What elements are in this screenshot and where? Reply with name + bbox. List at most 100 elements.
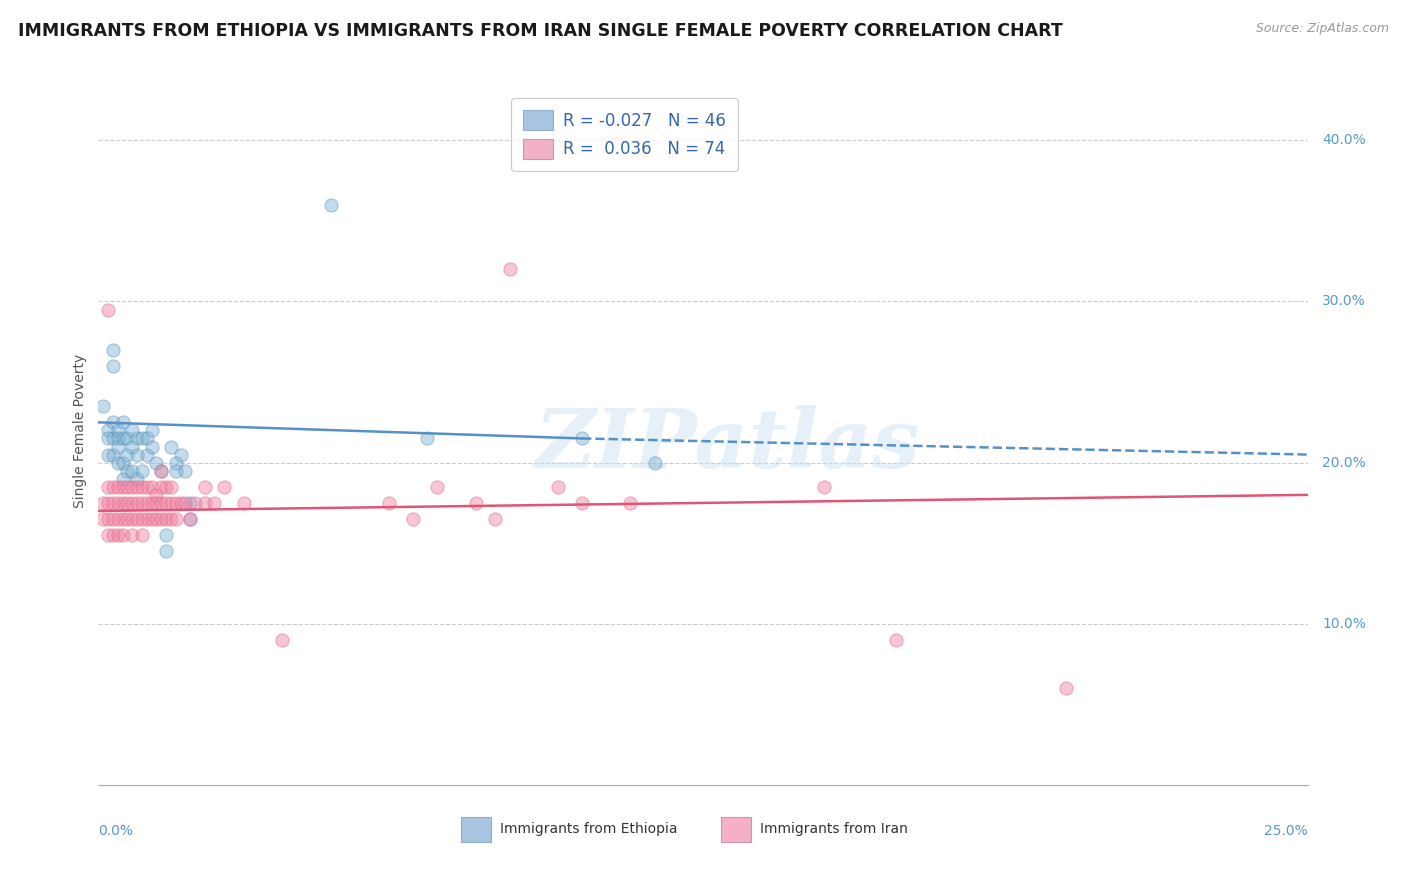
Point bbox=[121, 512, 143, 526]
Point bbox=[101, 512, 124, 526]
Point bbox=[498, 262, 520, 277]
Point bbox=[135, 496, 157, 510]
Point bbox=[135, 512, 157, 526]
Point bbox=[111, 432, 134, 446]
Point bbox=[91, 399, 114, 413]
Point bbox=[121, 528, 143, 542]
Point bbox=[194, 496, 217, 510]
Point bbox=[97, 480, 120, 494]
Point bbox=[135, 432, 157, 446]
Point bbox=[174, 464, 197, 478]
Point bbox=[131, 464, 153, 478]
Point bbox=[160, 440, 183, 454]
Point bbox=[160, 480, 183, 494]
Point bbox=[150, 480, 173, 494]
Point bbox=[165, 464, 187, 478]
Point bbox=[160, 496, 183, 510]
Point bbox=[886, 632, 908, 647]
Point bbox=[155, 528, 177, 542]
Point bbox=[150, 496, 173, 510]
Point bbox=[155, 544, 177, 558]
Point bbox=[155, 496, 177, 510]
Point bbox=[107, 456, 129, 470]
Point bbox=[91, 512, 114, 526]
Text: ZIPatlas: ZIPatlas bbox=[534, 405, 920, 484]
Text: 10.0%: 10.0% bbox=[1322, 616, 1367, 631]
Point bbox=[160, 512, 183, 526]
Point bbox=[377, 496, 399, 510]
Point bbox=[97, 448, 120, 462]
Legend: R = -0.027   N = 46, R =  0.036   N = 74: R = -0.027 N = 46, R = 0.036 N = 74 bbox=[512, 98, 738, 170]
Point bbox=[165, 512, 187, 526]
Point bbox=[169, 448, 191, 462]
Point bbox=[141, 424, 163, 438]
Point bbox=[232, 496, 254, 510]
Point bbox=[107, 440, 129, 454]
Point bbox=[107, 496, 129, 510]
Point bbox=[179, 496, 201, 510]
Point bbox=[150, 464, 173, 478]
Point bbox=[155, 480, 177, 494]
Point bbox=[117, 480, 139, 494]
Text: 20.0%: 20.0% bbox=[1322, 456, 1365, 469]
Point bbox=[484, 512, 506, 526]
Text: 25.0%: 25.0% bbox=[1264, 824, 1308, 838]
Point bbox=[165, 456, 187, 470]
Point bbox=[101, 415, 124, 429]
Point bbox=[571, 496, 593, 510]
Point bbox=[174, 496, 197, 510]
Point bbox=[131, 528, 153, 542]
Bar bbox=[721, 817, 751, 842]
Point bbox=[117, 512, 139, 526]
Point bbox=[150, 464, 173, 478]
Point bbox=[127, 472, 149, 486]
Point bbox=[107, 424, 129, 438]
Point bbox=[117, 432, 139, 446]
Text: Immigrants from Ethiopia: Immigrants from Ethiopia bbox=[501, 822, 678, 836]
Point bbox=[169, 496, 191, 510]
Point bbox=[131, 496, 153, 510]
Point bbox=[101, 480, 124, 494]
Point bbox=[155, 512, 177, 526]
Text: 0.0%: 0.0% bbox=[98, 824, 134, 838]
Point bbox=[464, 496, 486, 510]
Text: 30.0%: 30.0% bbox=[1322, 294, 1365, 309]
Point bbox=[97, 528, 120, 542]
Point bbox=[111, 456, 134, 470]
Point bbox=[271, 632, 294, 647]
Bar bbox=[461, 817, 492, 842]
Point bbox=[135, 448, 157, 462]
Point bbox=[117, 464, 139, 478]
Point bbox=[111, 480, 134, 494]
Point bbox=[101, 359, 124, 373]
Text: Source: ZipAtlas.com: Source: ZipAtlas.com bbox=[1256, 22, 1389, 36]
Point bbox=[416, 432, 439, 446]
Point bbox=[107, 512, 129, 526]
Point bbox=[97, 432, 120, 446]
Point bbox=[101, 432, 124, 446]
Point bbox=[121, 480, 143, 494]
Point bbox=[111, 415, 134, 429]
Point bbox=[179, 512, 201, 526]
Point bbox=[813, 480, 835, 494]
Point bbox=[101, 496, 124, 510]
Point bbox=[150, 512, 173, 526]
Point bbox=[547, 480, 569, 494]
Point bbox=[97, 424, 120, 438]
Point bbox=[111, 512, 134, 526]
Point bbox=[141, 496, 163, 510]
Point bbox=[1054, 681, 1077, 696]
Point bbox=[127, 512, 149, 526]
Point bbox=[184, 496, 207, 510]
Point bbox=[121, 424, 143, 438]
Point bbox=[107, 480, 129, 494]
Point bbox=[145, 496, 167, 510]
Point bbox=[121, 464, 143, 478]
Point bbox=[111, 528, 134, 542]
Point bbox=[135, 480, 157, 494]
Point bbox=[179, 512, 201, 526]
Point bbox=[141, 480, 163, 494]
Point bbox=[131, 480, 153, 494]
Point bbox=[644, 456, 666, 470]
Point bbox=[127, 448, 149, 462]
